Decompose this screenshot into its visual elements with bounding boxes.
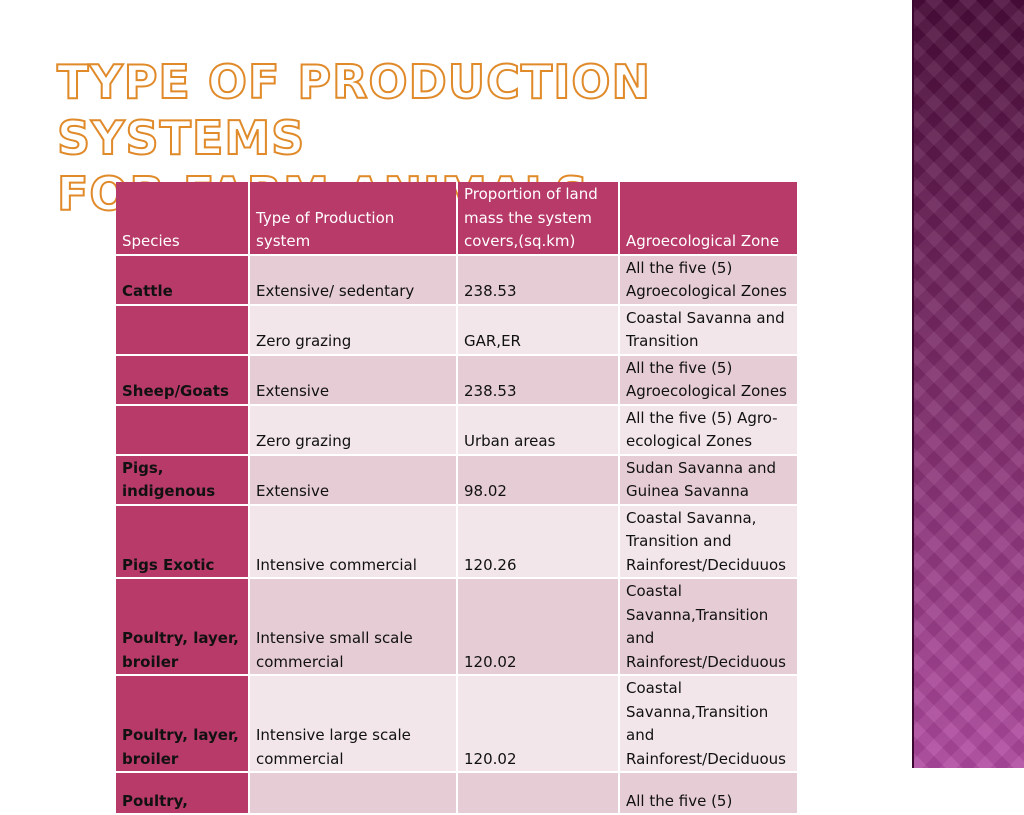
production-type-cell: Intensive large scale commercial xyxy=(250,676,456,771)
table-header-row: Species Type of Production system Propor… xyxy=(116,182,797,254)
land-proportion-cell: 98.02 xyxy=(458,455,618,504)
species-cell: Pigs, indigenous xyxy=(116,455,248,504)
table-row: Cattle Extensive/ sedentary 238.53 All t… xyxy=(116,255,797,304)
zone-cell: Coastal Savanna and Transition xyxy=(620,305,797,354)
production-systems-table: Species Type of Production system Propor… xyxy=(114,180,799,815)
zone-cell: Sudan Savanna and Guinea Savanna xyxy=(620,455,797,504)
species-cell: Sheep/Goats xyxy=(116,355,248,404)
production-type-cell: Extensive xyxy=(250,355,456,404)
production-type-cell: Extensive xyxy=(250,455,456,504)
zone-cell: All the five (5) xyxy=(620,773,797,813)
table-row: Poultry, All the five (5) xyxy=(116,773,797,813)
zone-cell: Coastal Savanna,Transition and Rainfores… xyxy=(620,579,797,674)
table-row: Sheep/Goats Extensive 238.53 All the fiv… xyxy=(116,355,797,404)
production-type-cell: Intensive commercial xyxy=(250,505,456,577)
land-proportion-cell: 120.02 xyxy=(458,579,618,674)
zone-cell: Coastal Savanna,Transition and Rainfores… xyxy=(620,676,797,771)
table-row: Poultry, layer, broiler Intensive small … xyxy=(116,579,797,674)
production-type-cell: Extensive/ sedentary xyxy=(250,255,456,304)
production-type-cell xyxy=(250,773,456,813)
land-proportion-cell: 120.02 xyxy=(458,676,618,771)
header-agroecological-zone: Agroecological Zone xyxy=(620,182,797,254)
land-proportion-cell: Urban areas xyxy=(458,405,618,454)
table-row: Pigs, indigenous Extensive 98.02 Sudan S… xyxy=(116,455,797,504)
table-row: Poultry, layer, broiler Intensive large … xyxy=(116,676,797,771)
table-row: Zero grazing Urban areas All the five (5… xyxy=(116,405,797,454)
production-type-cell: Intensive small scale commercial xyxy=(250,579,456,674)
species-cell xyxy=(116,305,248,354)
land-proportion-cell: 120.26 xyxy=(458,505,618,577)
header-production-type: Type of Production system xyxy=(250,182,456,254)
decorative-side-panel xyxy=(912,0,1024,768)
header-land-proportion: Proportion of land mass the system cover… xyxy=(458,182,618,254)
production-type-cell: Zero grazing xyxy=(250,305,456,354)
species-cell: Poultry, layer, broiler xyxy=(116,676,248,771)
table-row: Pigs Exotic Intensive commercial 120.26 … xyxy=(116,505,797,577)
zone-cell: All the five (5) Agroecological Zones xyxy=(620,255,797,304)
land-proportion-cell: GAR,ER xyxy=(458,305,618,354)
zone-cell: All the five (5) Agroecological Zones xyxy=(620,355,797,404)
table-row: Zero grazing GAR,ER Coastal Savanna and … xyxy=(116,305,797,354)
land-proportion-cell: 238.53 xyxy=(458,355,618,404)
land-proportion-cell xyxy=(458,773,618,813)
species-cell xyxy=(116,405,248,454)
species-cell: Pigs Exotic xyxy=(116,505,248,577)
species-cell: Poultry, layer, broiler xyxy=(116,579,248,674)
species-cell: Cattle xyxy=(116,255,248,304)
zone-cell: All the five (5) Agro-ecological Zones xyxy=(620,405,797,454)
side-panel-edge xyxy=(912,0,914,768)
title-line-1: Type of production systems xyxy=(56,54,652,166)
production-type-cell: Zero grazing xyxy=(250,405,456,454)
zone-cell: Coastal Savanna, Transition and Rainfore… xyxy=(620,505,797,577)
header-species: Species xyxy=(116,182,248,254)
species-cell: Poultry, xyxy=(116,773,248,813)
land-proportion-cell: 238.53 xyxy=(458,255,618,304)
